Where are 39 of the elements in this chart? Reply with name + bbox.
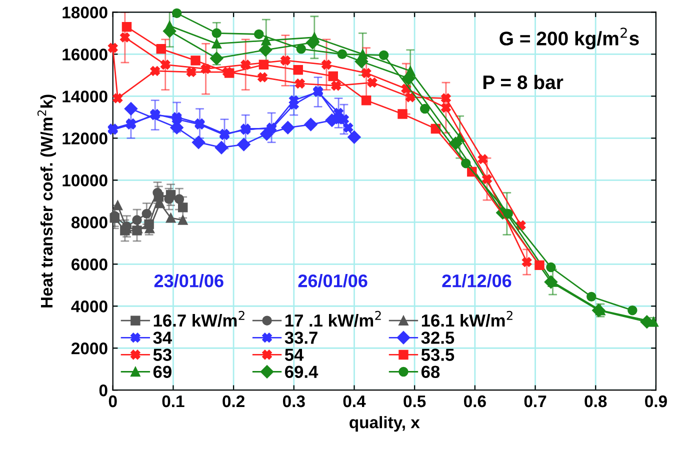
legend-label: 53.5 (421, 348, 454, 361)
annotation: P = 8 bar (483, 74, 564, 90)
y-tick-label: 0 (99, 384, 108, 396)
x-tick-label: 0.3 (282, 395, 305, 408)
legend-label: 69 (153, 366, 172, 378)
x-tick-label: 0.5 (404, 395, 426, 408)
legend-label: 69.4 (285, 366, 318, 378)
y-tick-label: 8000 (71, 216, 108, 228)
legend-label: 17 .1 kW/m$^{2}$ (285, 310, 381, 327)
annotation: 21/12/06 (442, 274, 512, 288)
legend-label: 34 (153, 332, 172, 344)
annotation: 23/01/06 (154, 274, 224, 288)
y-axis-title: Heat transfer coef. (W/m$^{2}$k) (37, 94, 56, 308)
y-tick-label: 12000 (62, 132, 108, 144)
y-tick-label: 16000 (62, 48, 108, 60)
y-tick-label: 4000 (71, 300, 108, 312)
legend-label: 54 (284, 348, 304, 361)
y-tick-label: 18000 (62, 6, 108, 18)
x-tick-label: 0.7 (524, 395, 546, 408)
annotation: 26/01/06 (298, 274, 368, 288)
x-axis-title: quality, x (350, 416, 420, 432)
legend-label: 32.5 (421, 332, 454, 344)
x-tick-label: 0 (108, 395, 117, 408)
legend-label: 16.1 kW/m$^{2}$ (422, 310, 512, 327)
legend-label: 68 (421, 366, 440, 378)
x-tick-label: 0.2 (222, 395, 244, 408)
legend-label: 53 (153, 348, 172, 361)
annotation: G = 200 kg/m$^{2}$s (500, 28, 639, 50)
legend-label: 16.7 kW/m$^{2}$ (154, 310, 244, 327)
x-tick-label: 0.6 (464, 395, 486, 408)
x-tick-label: 0.9 (645, 395, 667, 408)
y-tick-label: 6000 (72, 258, 108, 270)
y-tick-label: 2000 (72, 342, 108, 354)
x-tick-label: 0.1 (162, 395, 184, 408)
x-tick-label: 0.8 (584, 395, 607, 408)
y-tick-label: 10000 (62, 174, 108, 186)
y-tick-label: 14000 (62, 90, 108, 102)
x-tick-label: 0.4 (343, 395, 366, 408)
legend-label: 33.7 (284, 332, 318, 344)
